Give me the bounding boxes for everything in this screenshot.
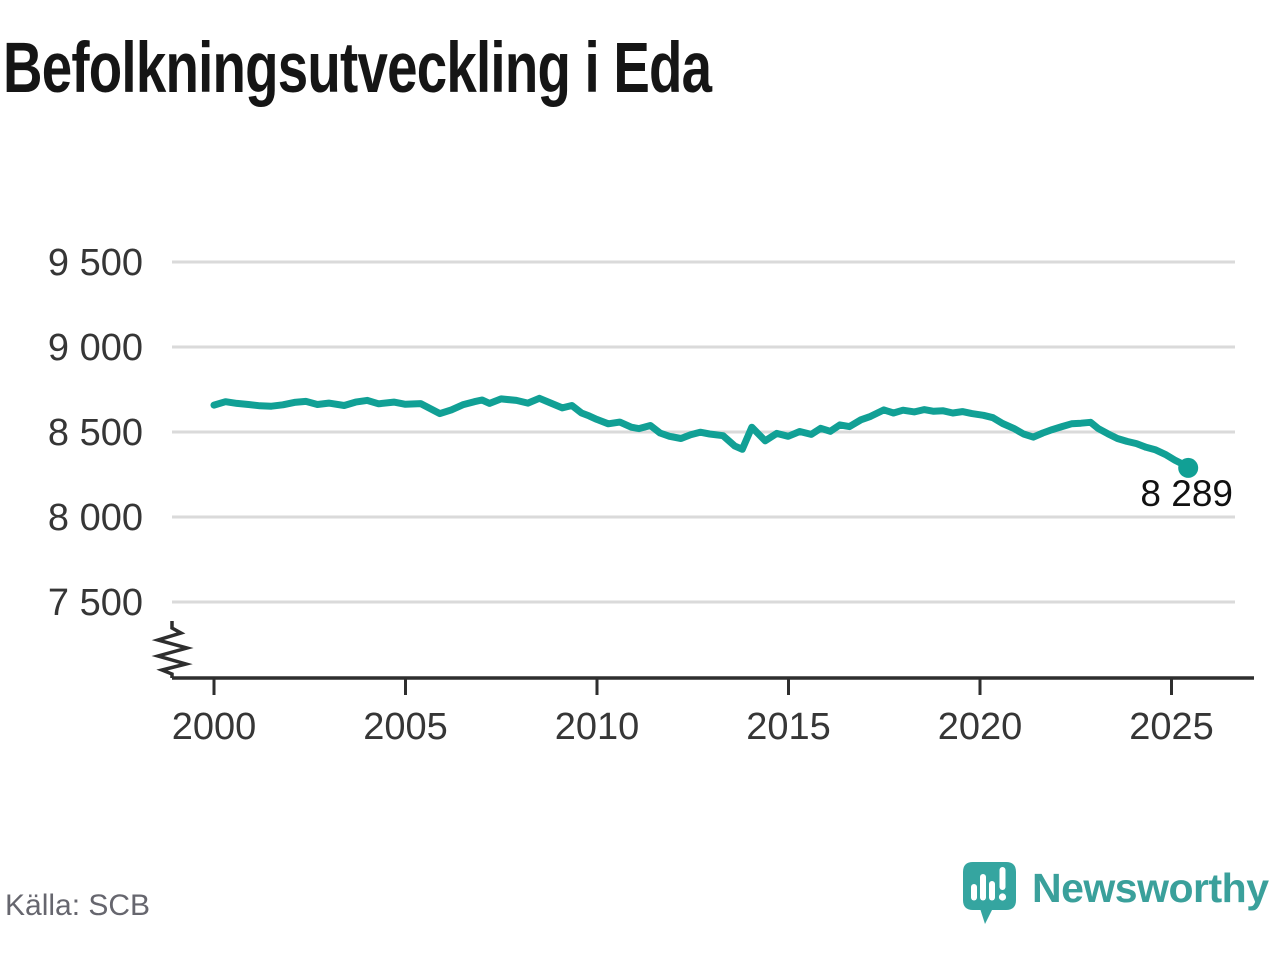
bar-tall-icon [980,874,986,901]
end-point-dot [1178,457,1199,478]
population-line [210,394,1192,472]
axis-break-icon [151,621,194,678]
exclamation-dot-icon [998,893,1007,901]
newsworthy-speech-bubble-chart-icon [963,862,1016,924]
y-tick-label: 8 500 [48,412,143,454]
newsworthy-logo: Newsworthy [961,861,1269,925]
chart-title: Befolkningsutveckling i Eda [3,29,712,108]
source-note: Källa: SCB [5,889,151,922]
x-ticks [212,678,1173,695]
bar-medium-icon [989,881,995,901]
end-point-value-label: 8 289 [1140,473,1233,514]
x-axis [151,621,1254,695]
y-tick-label: 9 000 [48,327,143,369]
x-tick-label: 2000 [172,706,257,748]
y-tick-label: 9 500 [48,242,143,284]
y-tick-label: 7 500 [48,582,143,624]
x-tick-label: 2010 [555,706,640,748]
x-tick-label: 2005 [363,706,448,748]
newsworthy-wordmark: Newsworthy [1032,864,1269,911]
exclamation-bar-icon [999,867,1006,890]
y-tick-label: 8 000 [48,497,143,539]
bar-short-icon [971,884,977,901]
x-axis-labels: 2000 2005 2010 2015 2020 2025 [172,706,1214,748]
x-tick-label: 2020 [938,706,1023,748]
x-tick-label: 2025 [1129,706,1214,748]
y-axis-labels: 9 500 9 000 8 500 8 000 7 500 [48,242,143,624]
x-tick-label: 2015 [746,706,831,748]
